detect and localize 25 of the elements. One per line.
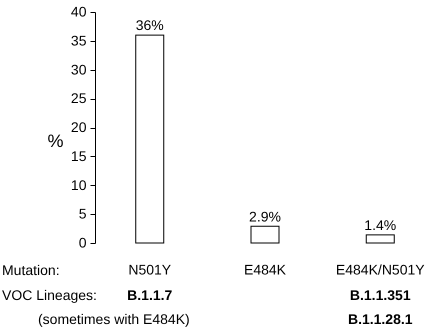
bar [135, 34, 164, 244]
data-label: 36% [136, 17, 164, 34]
y-tick-label: 10 [70, 176, 87, 193]
y-tick-label: 20 [70, 119, 87, 135]
x-tick-label: E484K [244, 262, 287, 278]
data-label: 2.9% [249, 208, 281, 224]
x-tick-label: E484K/N501Y [336, 262, 426, 278]
bar [366, 234, 395, 244]
y-tick-label: 5 [78, 206, 87, 222]
x-axis-title: Mutation: [2, 262, 60, 278]
text: VOC Lineages: [2, 287, 97, 303]
y-tick-label: 25 [70, 90, 87, 106]
text: B.1.1.351 [350, 287, 411, 303]
x-tick-label: N501Y [128, 262, 172, 278]
y-tick-label: 0 [78, 234, 87, 250]
data-label: 1.4% [364, 216, 396, 233]
text: B.1.1.28.1 [348, 311, 413, 327]
text: (sometimes with E484K) [38, 311, 190, 327]
y-tick-label: 15 [70, 148, 87, 164]
bar [250, 226, 280, 244]
y-tick-label: 40 [70, 4, 87, 20]
text: B.1.1.7 [127, 287, 173, 303]
y-axis-title: % [47, 131, 64, 152]
y-tick-label: 30 [70, 61, 87, 78]
y-tick-label: 35 [70, 32, 87, 48]
